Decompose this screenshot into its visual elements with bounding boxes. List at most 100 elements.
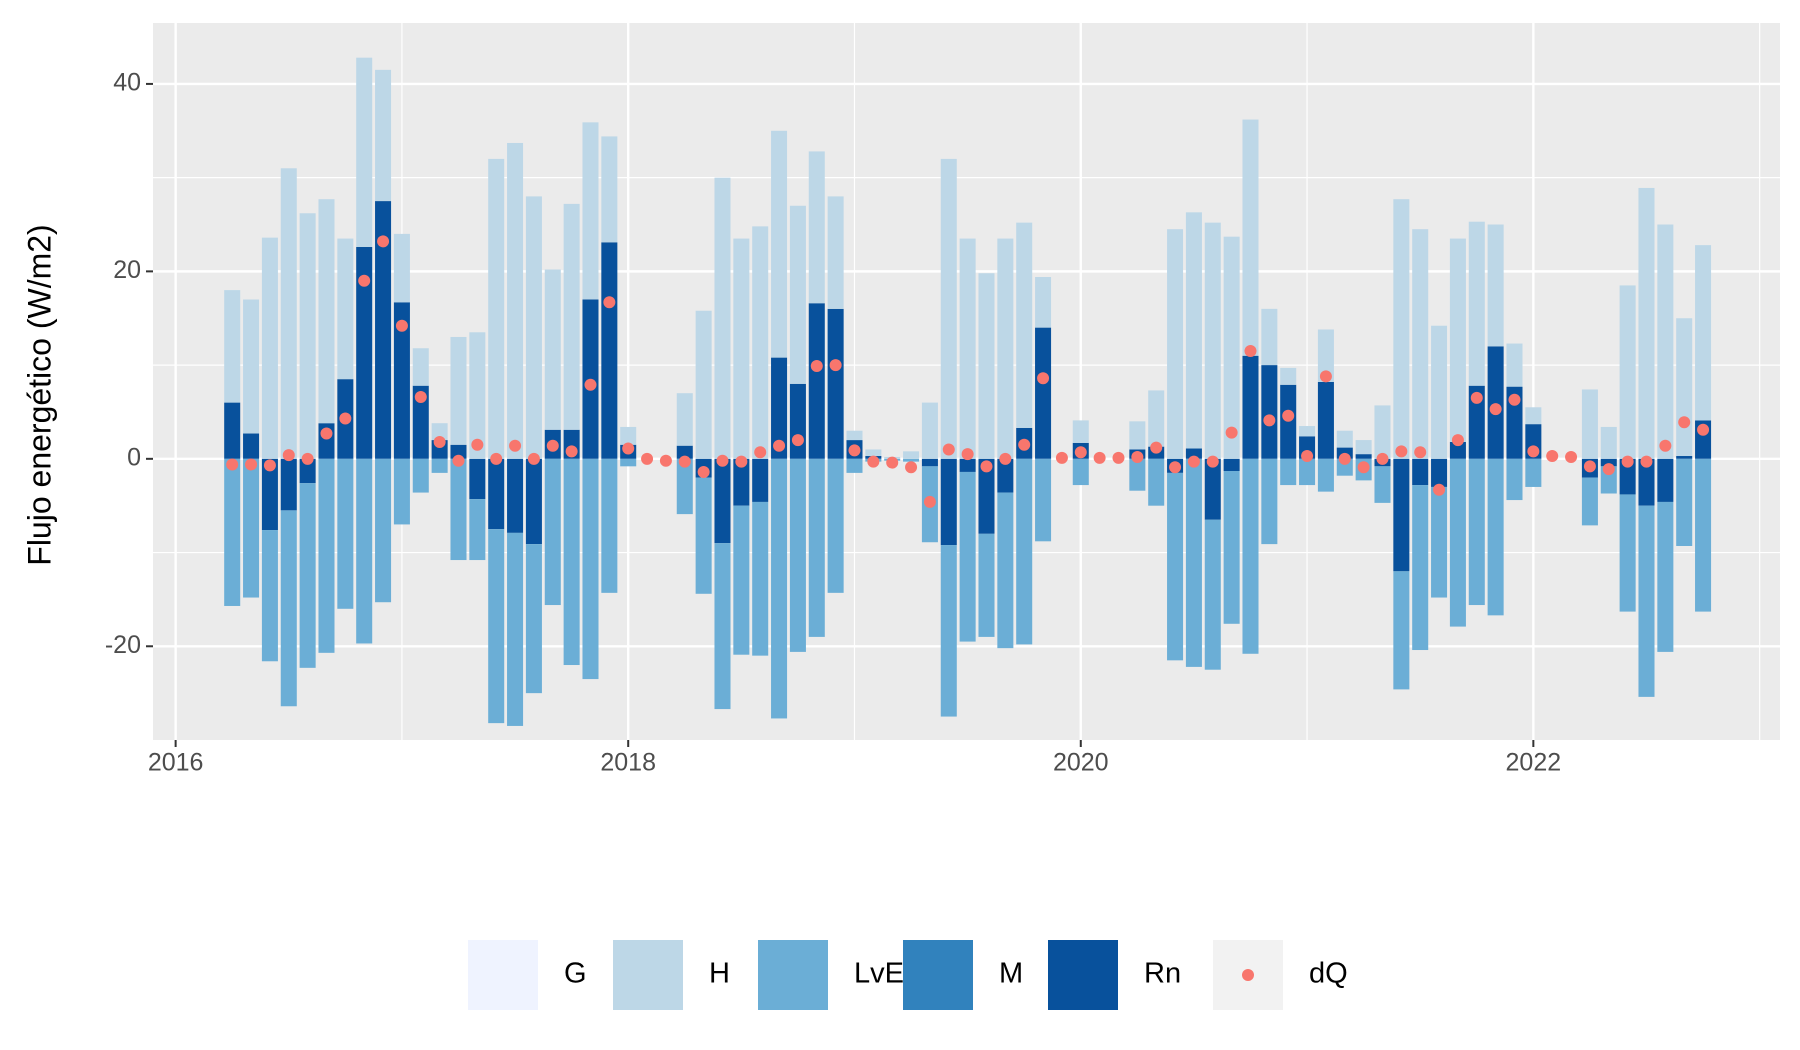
bar-segment <box>620 426 637 445</box>
bar-segment <box>261 530 278 662</box>
bar-segment <box>243 458 260 598</box>
dq-point <box>1583 460 1596 473</box>
bar-segment <box>507 142 524 459</box>
bar-segment <box>582 458 599 680</box>
bar-segment <box>280 458 297 511</box>
dq-point <box>546 439 559 452</box>
bar-segment <box>789 383 806 459</box>
bar-segment <box>337 238 354 380</box>
bar-segment <box>525 196 542 459</box>
bar-segment <box>469 332 486 459</box>
dq-point <box>414 390 427 403</box>
dq-point <box>716 454 729 467</box>
bar-segment <box>1204 519 1221 670</box>
bar-segment <box>1506 386 1523 459</box>
dq-point <box>339 412 352 425</box>
bar-segment <box>1204 222 1221 459</box>
dq-point <box>1565 450 1578 463</box>
bar-segment <box>525 544 542 694</box>
bar-segment <box>356 458 373 644</box>
dq-point <box>1206 455 1219 468</box>
bar-segment <box>1261 458 1278 545</box>
bar-segment <box>1581 389 1598 459</box>
bar-segment <box>224 402 241 459</box>
bar-segment <box>940 545 957 717</box>
dq-point <box>754 446 767 459</box>
bar-segment <box>1035 276 1052 328</box>
bar-segment <box>733 505 750 655</box>
bar-segment <box>412 385 429 459</box>
bar-segment <box>1167 472 1184 661</box>
bar-segment <box>299 483 316 668</box>
bar-segment <box>507 532 524 726</box>
bar-segment <box>789 205 806 384</box>
bar-segment <box>714 458 731 544</box>
bar-segment <box>695 310 712 459</box>
bar-segment <box>488 529 505 724</box>
bar-segment <box>1487 224 1504 347</box>
bar-segment <box>375 201 392 459</box>
bar-segment <box>431 423 448 441</box>
bar-segment <box>243 299 260 434</box>
bar-segment <box>1148 390 1165 447</box>
dq-point <box>1244 345 1257 358</box>
dq-point <box>320 427 333 440</box>
bar-segment <box>356 57 373 248</box>
bar-segment <box>997 492 1014 649</box>
dq-point <box>301 452 314 465</box>
bar-segment <box>280 168 297 459</box>
dq-point <box>1621 455 1634 468</box>
bar-segment <box>978 458 995 534</box>
bar-segment <box>1449 458 1466 627</box>
bar-segment <box>1619 494 1636 612</box>
bar-segment <box>1525 407 1542 425</box>
dq-point <box>1697 423 1710 436</box>
y-axis-title: Flujo energético (W/m2) <box>21 224 57 565</box>
bar-segment <box>1449 441 1466 459</box>
bar-segment <box>1016 222 1033 428</box>
bar-segment <box>393 302 410 459</box>
bar-segment <box>450 444 467 459</box>
bar-segment <box>1355 454 1372 459</box>
dq-point <box>1150 441 1163 454</box>
dq-point <box>1093 451 1106 464</box>
dq-point <box>829 359 842 372</box>
bar-segment <box>997 458 1014 493</box>
bar-segment <box>1129 421 1146 450</box>
dq-point <box>377 235 390 248</box>
dq-point <box>1263 414 1276 427</box>
bar-segment <box>978 273 995 459</box>
legend-label: G <box>564 958 587 990</box>
bar-segment <box>1431 458 1448 487</box>
bar-segment <box>525 458 542 545</box>
bar-segment <box>280 510 297 707</box>
bar-segment <box>412 458 429 493</box>
bar-segment <box>771 458 788 719</box>
bar-segment <box>1261 308 1278 366</box>
dq-point <box>1395 445 1408 458</box>
dq-point <box>773 439 786 452</box>
bar-segment <box>921 402 938 459</box>
bar-segment <box>1148 458 1165 506</box>
bar-segment <box>431 458 448 473</box>
dq-point <box>1131 450 1144 463</box>
legend-key <box>758 940 828 1010</box>
dq-point <box>641 452 654 465</box>
bar-segment <box>1280 367 1297 385</box>
x-tick-label: 2022 <box>1506 749 1562 777</box>
bar-segment <box>771 130 788 358</box>
dq-point <box>584 378 597 391</box>
bar-segment <box>261 458 278 531</box>
dq-point <box>1169 461 1182 474</box>
bar-segment <box>488 458 505 530</box>
legend-dot <box>1242 969 1254 981</box>
dq-point <box>942 443 955 456</box>
bar-segment <box>1280 458 1297 486</box>
bar-segment <box>450 336 467 445</box>
bar-segment <box>940 458 957 546</box>
bar-segment <box>1185 448 1202 459</box>
dq-point <box>867 455 880 468</box>
bar-segment <box>1600 426 1617 459</box>
bar-segment <box>563 458 580 666</box>
